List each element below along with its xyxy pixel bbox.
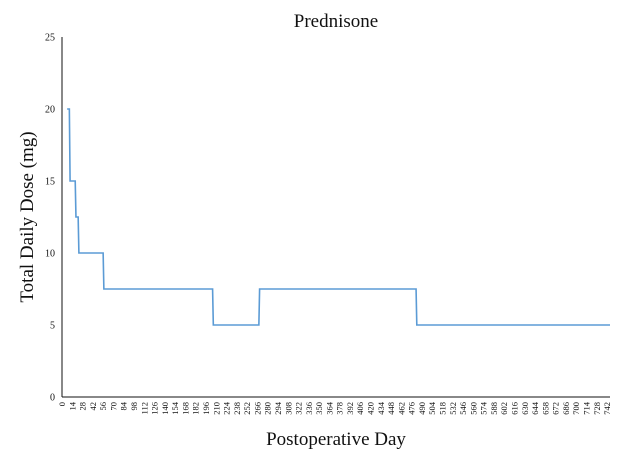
- x-tick-label: 392: [345, 402, 355, 415]
- x-tick-label: 602: [499, 402, 509, 415]
- x-tick-label: 518: [438, 402, 448, 415]
- x-tick-label: 0: [57, 402, 67, 406]
- y-axis-ticks: 0 5 10 15 20 25: [45, 33, 55, 404]
- x-tick-label: 196: [201, 402, 211, 415]
- prednisone-dose-series-line: [67, 108, 610, 326]
- y-tick-label: 25: [45, 33, 55, 44]
- x-tick-label: 406: [355, 402, 365, 415]
- x-tick-label: 364: [324, 401, 334, 415]
- x-tick-label: 210: [211, 402, 221, 415]
- x-tick-label: 42: [88, 402, 98, 411]
- x-tick-label: 350: [314, 402, 324, 415]
- x-tick-label: 630: [520, 402, 530, 415]
- x-tick-label: 84: [119, 401, 129, 410]
- x-tick-label: 28: [78, 402, 88, 411]
- y-tick-label: 0: [50, 393, 55, 404]
- x-tick-label: 182: [191, 402, 201, 415]
- x-tick-label: 420: [366, 402, 376, 415]
- series-layer: [67, 108, 610, 326]
- y-tick-label: 15: [45, 177, 55, 188]
- x-tick-label: 560: [468, 402, 478, 415]
- x-tick-label: 588: [489, 402, 499, 415]
- x-tick-label: 658: [540, 402, 550, 415]
- x-tick-label: 154: [170, 401, 180, 415]
- x-tick-label: 294: [273, 401, 283, 415]
- x-tick-label: 714: [581, 401, 591, 415]
- x-tick-label: 308: [283, 402, 293, 415]
- x-tick-label: 476: [407, 402, 417, 415]
- x-axis-label: Postoperative Day: [266, 429, 406, 450]
- x-tick-label: 728: [592, 402, 602, 415]
- x-tick-label: 672: [551, 402, 561, 415]
- x-tick-label: 616: [510, 402, 520, 415]
- x-tick-label: 14: [67, 401, 77, 410]
- x-tick-label: 742: [602, 402, 612, 415]
- x-tick-label: 56: [98, 402, 108, 411]
- y-tick-label: 5: [50, 321, 55, 332]
- y-tick-label: 10: [45, 249, 55, 260]
- x-tick-label: 574: [479, 401, 489, 415]
- x-tick-label: 126: [150, 402, 160, 415]
- x-tick-label: 700: [571, 402, 581, 415]
- x-tick-label: 238: [232, 402, 242, 415]
- x-tick-label: 70: [108, 402, 118, 411]
- x-tick-label: 378: [335, 402, 345, 415]
- x-tick-label: 322: [294, 402, 304, 415]
- chart-title: Prednisone: [294, 11, 378, 32]
- x-tick-label: 266: [252, 402, 262, 415]
- x-tick-label: 224: [222, 401, 232, 415]
- x-tick-label: 448: [386, 402, 396, 415]
- x-tick-label: 504: [427, 401, 437, 415]
- x-tick-label: 252: [242, 402, 252, 415]
- x-tick-label: 280: [263, 402, 273, 415]
- y-tick-label: 20: [45, 105, 55, 116]
- x-tick-label: 644: [530, 401, 540, 415]
- x-tick-label: 546: [458, 402, 468, 415]
- x-tick-label: 140: [160, 402, 170, 415]
- x-tick-label: 434: [376, 401, 386, 415]
- x-tick-label: 532: [448, 402, 458, 415]
- y-axis-label: Total Daily Dose (mg): [17, 131, 38, 302]
- x-tick-label: 336: [304, 402, 314, 415]
- x-tick-label: 490: [417, 402, 427, 415]
- x-tick-label: 686: [561, 402, 571, 415]
- x-tick-label: 98: [129, 402, 139, 411]
- x-axis-ticks: 0 14 28 42 56 70 84 98 112 126 140 154 168 182 196 210 2…: [57, 401, 612, 415]
- x-tick-label: 462: [396, 402, 406, 415]
- x-tick-label: 112: [139, 402, 149, 414]
- x-tick-label: 168: [180, 402, 190, 415]
